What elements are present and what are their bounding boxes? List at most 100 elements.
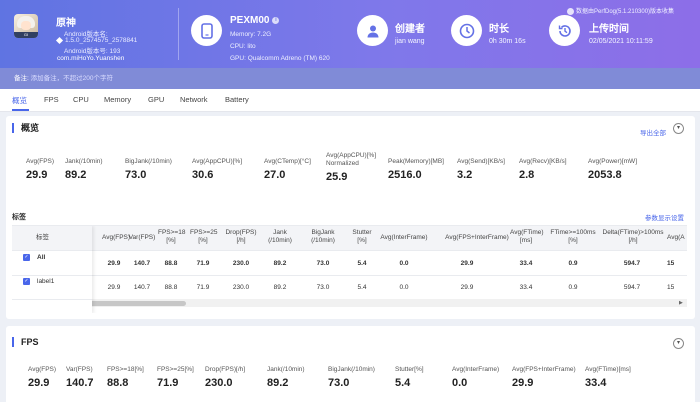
clock-icon — [451, 15, 482, 46]
table-cell: 71.9 — [196, 260, 210, 267]
table-header-cell[interactable]: Avg(A — [667, 234, 685, 241]
note-bar[interactable]: 备注: 添加备注，不超过200个字符 — [0, 68, 700, 89]
fps-metric: Avg(FPS+InterFrame) 29.9 — [512, 366, 576, 389]
table-horizontal-scrollbar[interactable]: ◀ ▶ — [12, 299, 687, 307]
upload-title: 上传时间 — [589, 24, 629, 35]
collapse-icon[interactable]: ▾ — [673, 338, 684, 349]
app-name: 原神 — [56, 18, 76, 29]
fps-metric: Stutter[%] 5.4 — [395, 366, 424, 389]
overview-title: 概览 — [12, 123, 39, 133]
phone-icon — [191, 15, 222, 46]
table-header-cell[interactable]: FTime>=100ms [%] — [550, 229, 596, 244]
table-cell: 33.4 — [519, 284, 533, 291]
report-header: GI 原神 Android版本名: 1.5.0_2574575_2578841 … — [0, 0, 700, 68]
fps-metric: Avg(InterFrame) 0.0 — [452, 366, 500, 389]
table-cell: 33.4 — [519, 260, 533, 267]
table-cell: 0.9 — [568, 260, 578, 267]
table-header-cell[interactable]: Jank (/10min) — [268, 229, 292, 244]
table-cell: 15 — [667, 260, 675, 267]
active-tab-indicator — [12, 109, 29, 111]
table-header-cell[interactable]: Stutter [%] — [352, 229, 372, 244]
creator-value: jian wang — [395, 38, 425, 45]
table-cell: 0.0 — [399, 284, 409, 291]
collapse-icon[interactable]: ▾ — [673, 123, 684, 134]
table-header-bg — [12, 226, 687, 250]
tab-gpu[interactable]: GPU — [148, 95, 165, 104]
table-header-cell[interactable]: BigJank (/10min) — [311, 229, 335, 244]
note-input[interactable]: 添加备注，不超过200个字符 — [30, 75, 113, 82]
table-cell: 88.8 — [164, 284, 178, 291]
app-icon-label: GI — [14, 32, 38, 38]
info-icon[interactable]: i — [272, 16, 280, 24]
overview-metric: Avg(CTemp)[°C] 27.0 — [264, 158, 311, 181]
table-header-cell[interactable]: Avg(FPS) — [102, 234, 131, 241]
table-cell: 29.9 — [107, 260, 121, 267]
table-cell: 29.9 — [460, 284, 474, 291]
tab-network[interactable]: Network — [180, 95, 208, 104]
table-cell: 0.9 — [568, 284, 578, 291]
checkbox-all[interactable]: ✓ — [23, 254, 30, 261]
android-version-name: 1.5.0_2574575_2578841 — [55, 36, 137, 44]
tab-battery[interactable]: Battery — [225, 95, 249, 104]
table-cell: 5.4 — [357, 284, 367, 291]
row-label-label1: label1 — [37, 278, 55, 285]
table-header-cell[interactable]: Drop(FPS) [/h] — [225, 229, 257, 244]
device-name: PEXM00 i — [230, 15, 280, 26]
overview-metric: Avg(Send)[KB/s] 3.2 — [457, 158, 505, 181]
duration-value: 0h 30m 16s — [489, 38, 526, 45]
overview-metric: Avg(AppCPU)[%] 30.6 — [192, 158, 243, 181]
table-header-cell[interactable]: Var(FPS) — [128, 234, 156, 241]
table-header-cell[interactable]: Delta(FTime)>100ms [/h] — [602, 229, 664, 244]
overview-metric: Peak(Memory)[MB] 2516.0 — [388, 158, 444, 181]
tab-overview[interactable]: 概览 — [12, 96, 27, 105]
tab-cpu[interactable]: CPU — [73, 95, 89, 104]
table-header-label: 标签 — [36, 234, 49, 241]
overview-metric: Jank(/10min) 89.2 — [65, 158, 103, 181]
fps-metric: BigJank(/10min) 73.0 — [328, 366, 375, 389]
perfdog-version: 数据由PerfDog(5.1.210300)版本收集 — [567, 6, 674, 15]
scrollbar-thumb[interactable] — [21, 301, 186, 306]
table-cell: 88.8 — [164, 260, 178, 267]
table-cell: 89.2 — [273, 284, 287, 291]
fps-metric: FPS>=18[%] 88.8 — [107, 366, 144, 389]
fps-metric: Drop(FPS)[/h] 230.0 — [205, 366, 246, 389]
table-cell: 140.7 — [133, 260, 151, 267]
fps-metric: FPS>=25[%] 71.9 — [157, 366, 194, 389]
history-icon — [549, 15, 580, 46]
table-header-cell[interactable]: Avg(FPS+InterFrame) — [445, 234, 509, 241]
table-cell: 0.0 — [399, 260, 409, 267]
info-icon — [567, 7, 574, 15]
android-version-label: Android版本名: — [64, 31, 108, 38]
table-cell: 594.7 — [623, 260, 641, 267]
table-cell: 71.9 — [196, 284, 210, 291]
table-label-column: 标签 ✓ All ✓ label1 — [12, 226, 92, 313]
table-cell: 89.2 — [273, 260, 287, 267]
fps-metric: Avg(FPS) 29.9 — [28, 366, 57, 389]
table-header-cell[interactable]: FPS>=18 [%] — [158, 229, 186, 244]
tab-fps[interactable]: FPS — [44, 95, 59, 104]
table-header-cell[interactable]: FPS>=25 [%] — [190, 229, 218, 244]
table-cell: 15 — [667, 284, 675, 291]
row-label-all: All — [37, 254, 46, 261]
scroll-right-icon[interactable]: ▶ — [679, 300, 683, 306]
table-header-cell[interactable]: Avg(InterFrame) — [380, 234, 428, 241]
table-cell: 5.4 — [357, 260, 367, 267]
tab-memory[interactable]: Memory — [104, 95, 132, 104]
device-memory: Memory: 7.2G — [230, 31, 272, 38]
overview-metric: Avg(FPS) 29.9 — [26, 158, 55, 181]
device-cpu: CPU: lito — [230, 43, 256, 50]
android-version-code: Android版本号: 193 — [64, 48, 121, 55]
fps-metric: Var(FPS) 140.7 — [66, 366, 94, 389]
param-settings-link[interactable]: 参数显示设置 — [645, 215, 684, 222]
app-icon: GI — [14, 14, 38, 38]
note-label: 备注: — [14, 75, 29, 82]
table-cell: 230.0 — [232, 284, 250, 291]
overview-metric: Avg(AppCPU)[%] Normalized 25.9 — [326, 152, 377, 183]
export-all-link[interactable]: 导出全部 — [640, 130, 666, 137]
tab-bar: 概览 FPS CPU Memory GPU Network Battery — [0, 89, 700, 112]
table-header-cell[interactable]: Avg(FTime) [ms] — [510, 229, 544, 244]
overview-panel: 概览 导出全部 ▾ — [6, 116, 695, 319]
checkbox-label1[interactable]: ✓ — [23, 278, 30, 285]
fps-metric: Jank(/10min) 89.2 — [267, 366, 305, 389]
